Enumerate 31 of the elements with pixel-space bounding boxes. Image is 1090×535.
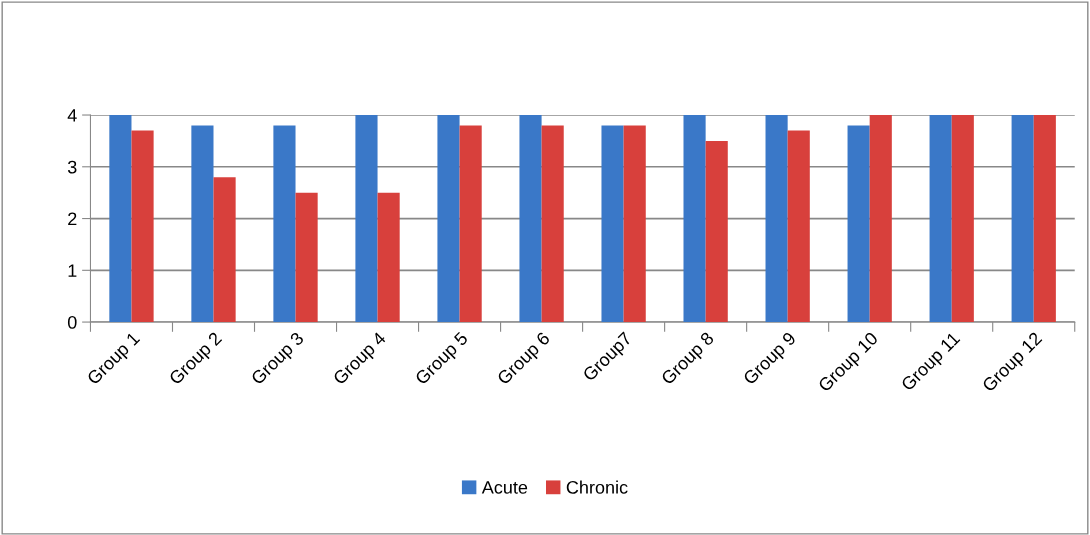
bar: [541, 125, 564, 323]
bar: [1033, 115, 1056, 323]
bar: [295, 192, 318, 323]
bar: [705, 140, 728, 323]
bar: [377, 192, 400, 323]
bar: [951, 115, 974, 323]
bar: [519, 115, 542, 323]
y-tick-label: 1: [68, 264, 77, 277]
bar: [1011, 115, 1034, 323]
bar: [191, 125, 214, 323]
bar: [131, 130, 154, 323]
bar: [683, 115, 706, 323]
bar: [601, 125, 624, 323]
bar: [929, 115, 952, 323]
bar: [213, 177, 236, 323]
bar: [459, 125, 482, 323]
y-tick-label: 4: [67, 109, 77, 122]
legend-label: Chronic: [566, 480, 628, 494]
y-tick-label: 0: [67, 316, 77, 329]
bar: [847, 125, 870, 323]
y-tick-label: 3: [67, 160, 77, 174]
legend-label: Acute: [481, 481, 528, 494]
bar: [273, 125, 296, 323]
bar: [437, 115, 460, 323]
bar: [869, 115, 892, 323]
bar: [787, 130, 810, 323]
y-tick-label: 2: [68, 212, 77, 226]
bar: [765, 115, 788, 323]
bar: [623, 125, 646, 323]
bar: [355, 115, 378, 323]
bar: [109, 115, 132, 323]
